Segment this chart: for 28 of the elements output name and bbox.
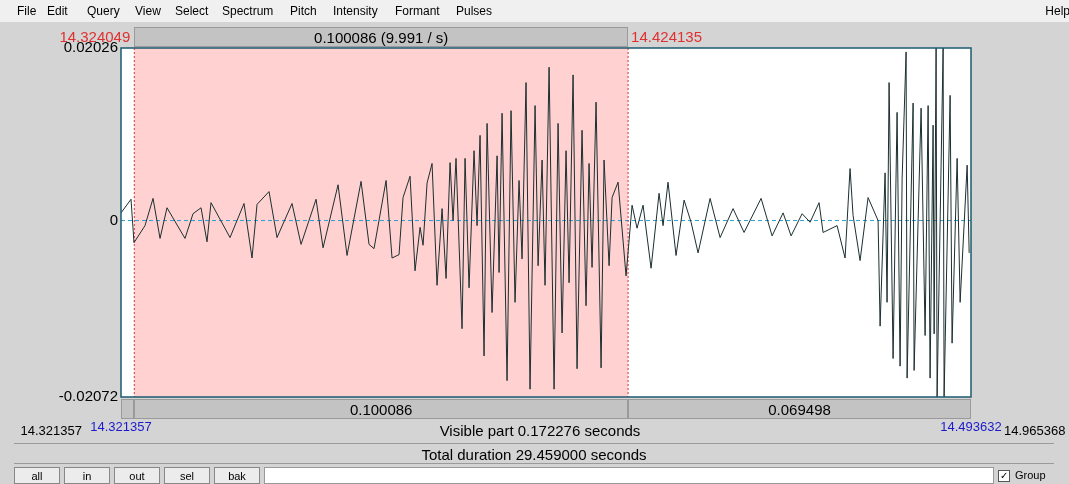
text: Formant	[395, 3, 440, 20]
text: File	[17, 3, 37, 20]
text: Total duration 29.459000 seconds	[14, 443, 1054, 464]
text: 0.069498	[628, 399, 971, 419]
text: in	[64, 467, 110, 484]
text: 14.965368	[1004, 422, 1067, 440]
text: Edit	[47, 3, 68, 20]
text: Help	[1044, 3, 1069, 20]
text: Spectrum	[222, 3, 274, 20]
text: 0.100086	[134, 399, 629, 419]
text: Query	[87, 3, 120, 20]
band-label: 0.100086 (9.991 / s)	[134, 27, 629, 47]
text: ✓	[998, 470, 1010, 482]
text: Select	[175, 3, 209, 20]
text: all	[14, 467, 60, 484]
text: bak	[214, 467, 260, 484]
text: out	[114, 467, 160, 484]
text: sel	[164, 467, 210, 484]
text: Visible part 0.172276 seconds	[438, 421, 642, 441]
y-tick-label: 0	[109, 210, 118, 228]
text: Pitch	[290, 3, 317, 20]
y-tick-label: -0.02072	[58, 387, 118, 405]
text: Intensity	[333, 3, 378, 20]
text: Group	[1015, 468, 1047, 483]
text: Pulses	[456, 3, 493, 20]
text: View	[135, 3, 161, 20]
ref-line-label: 14.424135	[631, 27, 703, 47]
x-tick-label: 14.493632	[940, 419, 1002, 435]
